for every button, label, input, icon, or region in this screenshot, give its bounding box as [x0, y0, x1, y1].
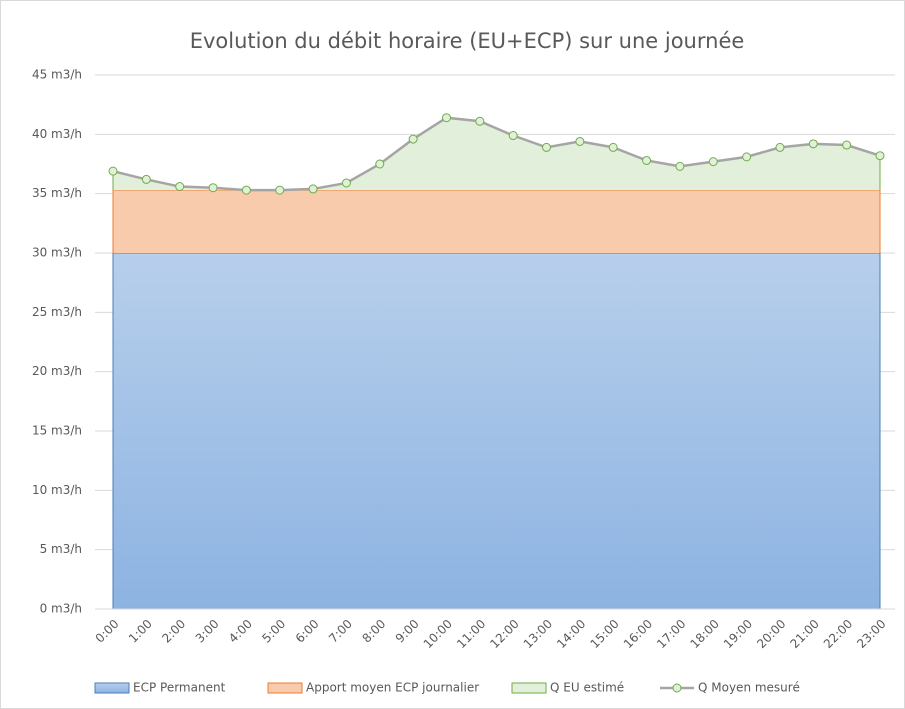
- y-tick-label: 10 m3/h: [32, 483, 82, 497]
- legend-label: Q Moyen mesuré: [698, 681, 800, 695]
- marker: [775, 142, 785, 152]
- legend-swatch: [511, 682, 547, 694]
- marker: [708, 157, 718, 167]
- y-tick-label: 40 m3/h: [32, 127, 82, 141]
- y-tick-label: 30 m3/h: [32, 246, 82, 260]
- legend-swatch: [672, 683, 682, 693]
- marker: [141, 174, 151, 184]
- area: [113, 253, 880, 609]
- marker: [441, 113, 451, 123]
- marker: [275, 185, 285, 195]
- marker: [875, 151, 885, 161]
- area: [113, 117, 880, 191]
- marker: [308, 184, 318, 194]
- marker: [175, 182, 185, 192]
- marker: [642, 155, 652, 165]
- legend-swatch: [267, 682, 303, 694]
- area: [113, 190, 880, 253]
- y-tick-label: 0 m3/h: [40, 602, 82, 616]
- marker: [742, 152, 752, 162]
- legend-swatch: [94, 682, 130, 694]
- y-tick-label: 25 m3/h: [32, 305, 82, 319]
- marker: [575, 136, 585, 146]
- marker: [675, 161, 685, 171]
- marker: [208, 183, 218, 193]
- y-tick-label: 20 m3/h: [32, 364, 82, 378]
- y-tick-label: 15 m3/h: [32, 424, 82, 438]
- marker: [341, 178, 351, 188]
- legend-label: Q EU estimé: [550, 681, 624, 695]
- legend-label: ECP Permanent: [133, 681, 226, 695]
- marker: [475, 116, 485, 126]
- marker: [842, 140, 852, 150]
- y-tick-label: 5 m3/h: [40, 542, 82, 556]
- marker: [408, 134, 418, 144]
- y-tick-label: 45 m3/h: [32, 68, 82, 82]
- marker: [508, 131, 518, 141]
- marker: [808, 139, 818, 149]
- marker: [241, 185, 251, 195]
- chart-title: Evolution du débit horaire (EU+ECP) sur …: [190, 29, 745, 53]
- marker: [108, 166, 118, 176]
- marker: [375, 159, 385, 169]
- legend-label: Apport moyen ECP journalier: [306, 681, 479, 695]
- y-tick-label: 35 m3/h: [32, 186, 82, 200]
- marker: [542, 142, 552, 152]
- line: [112, 116, 881, 192]
- marker: [608, 142, 618, 152]
